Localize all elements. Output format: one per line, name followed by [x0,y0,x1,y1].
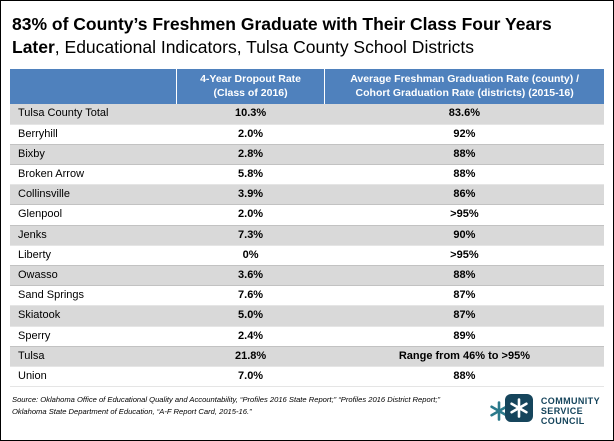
dropout-rate-cell: 2.8% [176,144,325,166]
footer: Source: Oklahoma Office of Educational Q… [10,394,604,430]
graduation-rate-cell: 88% [324,144,604,166]
table-row: Collinsville 3.9% 86% [10,184,604,206]
org-logo: COMMUNITY SERVICE COUNCIL [489,392,600,430]
header-district [10,69,177,105]
page-title-rest: , Educational Indicators, Tulsa County S… [54,37,475,58]
table-row: Sand Springs 7.6% 87% [10,285,604,307]
district-cell: Broken Arrow [10,164,177,186]
table-row: Union 7.0% 88% [10,366,604,388]
table-row: Sperry 2.4% 89% [10,326,604,347]
header-dropout-rate: 4-Year Dropout Rate (Class of 2016) [175,69,325,105]
district-cell: Collinsville [10,184,177,206]
source-note: Source: Oklahoma Office of Educational Q… [12,395,440,416]
graduation-rate-cell: 89% [324,326,604,347]
graduation-rate-cell: >95% [324,204,604,226]
district-cell: Tulsa County Total [10,104,177,125]
district-cell: Sand Springs [10,285,177,307]
table-row: Skiatook 5.0% 87% [10,305,604,327]
graduation-rate-cell: 86% [324,184,604,206]
district-cell: Berryhill [10,124,177,145]
graduation-rate-cell: >95% [324,245,604,266]
table-header-row: 4-Year Dropout Rate (Class of 2016) Aver… [10,69,604,105]
dropout-rate-cell: 3.6% [176,265,325,287]
district-cell: Glenpool [10,204,177,226]
table-row: Berryhill 2.0% 92% [10,124,604,145]
table-row: Glenpool 2.0% >95% [10,204,604,226]
table-body: Tulsa County Total 10.3% 83.6% Berryhill 2.0… [10,104,604,388]
graduation-rate-cell: Range from 46% to >95% [324,346,604,367]
graduation-rate-cell: 83.6% [324,104,604,125]
table-row: Jenks 7.3% 90% [10,225,604,246]
district-cell: Liberty [10,245,177,266]
org-logo-text: COMMUNITY SERVICE COUNCIL [540,395,600,427]
header-graduation-rate: Average Freshman Graduation Rate (county… [324,69,604,105]
district-cell: Owasso [10,265,177,287]
table-row: Tulsa 21.8% Range from 46% to >95% [10,346,604,367]
district-cell: Bixby [10,144,177,166]
dropout-rate-cell: 7.6% [176,285,325,307]
dropout-rate-cell: 21.8% [176,346,325,367]
data-table: 4-Year Dropout Rate (Class of 2016) Aver… [10,69,604,388]
dropout-rate-cell: 0% [176,245,325,266]
table-row: Liberty 0% >95% [10,245,604,266]
graduation-rate-cell: 90% [324,225,604,246]
district-cell: Sperry [10,326,177,347]
table-row: Broken Arrow 5.8% 88% [10,164,604,186]
dropout-rate-cell: 2.0% [176,124,325,145]
graduation-rate-cell: 92% [324,124,604,145]
district-cell: Jenks [10,225,177,246]
district-cell: Skiatook [10,305,177,327]
district-cell: Union [10,366,177,388]
table-row: Owasso 3.6% 88% [10,265,604,287]
graduation-rate-cell: 87% [324,285,604,307]
graduation-rate-cell: 88% [324,265,604,287]
community-service-council-icon [490,394,533,423]
dropout-rate-cell: 5.0% [176,305,325,327]
dropout-rate-cell: 3.9% [176,184,325,206]
page-title: 83% of County’s Freshmen Graduate with T… [12,13,602,59]
graduation-rate-cell: 88% [324,366,604,388]
dropout-rate-cell: 2.4% [176,326,325,347]
table-row: Tulsa County Total 10.3% 83.6% [10,104,604,125]
graduation-rate-cell: 88% [324,164,604,186]
dropout-rate-cell: 7.0% [176,366,325,388]
dropout-rate-cell: 7.3% [176,225,325,246]
graduation-rate-cell: 87% [324,305,604,327]
dropout-rate-cell: 10.3% [176,104,325,125]
dropout-rate-cell: 2.0% [176,204,325,226]
table-row: Bixby 2.8% 88% [10,144,604,166]
dropout-rate-cell: 5.8% [176,164,325,186]
page-title-emphasis: 83% of County’s Freshmen Graduate with T… [12,14,552,58]
district-cell: Tulsa [10,346,177,367]
